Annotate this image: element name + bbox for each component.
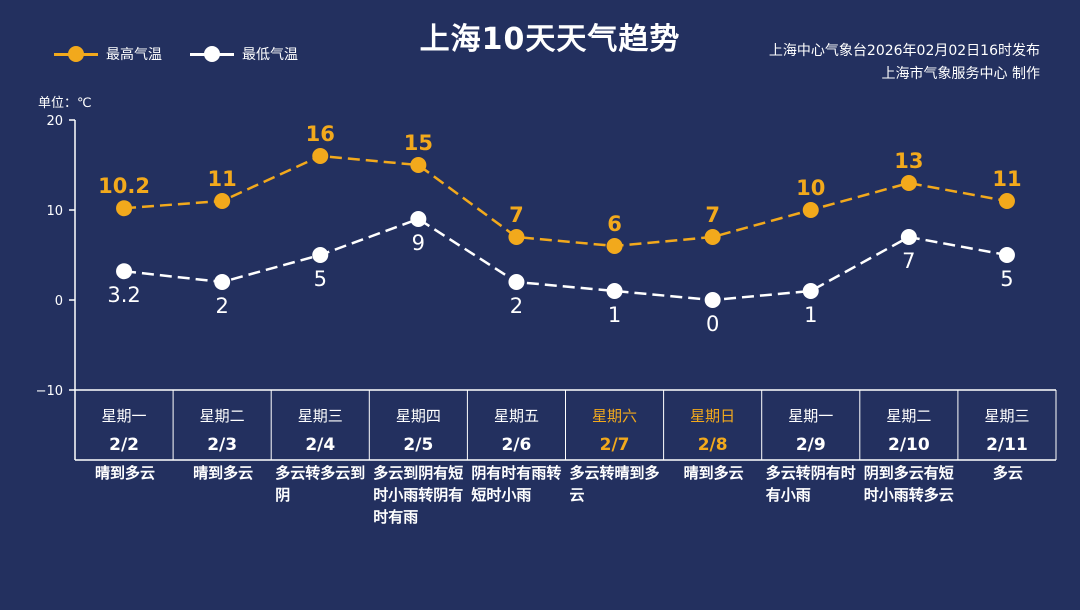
- date-label: 2/6: [502, 435, 532, 455]
- low-temp-point: [606, 283, 623, 299]
- weekday-label: 星期五: [494, 407, 539, 425]
- low-temp-point: [410, 211, 427, 227]
- weather-description: 多云转多云到阴: [275, 464, 366, 504]
- legend-high-marker: [54, 46, 98, 62]
- low-temp-label: 5: [1000, 267, 1013, 291]
- weather-description: 晴到多云: [193, 464, 254, 482]
- high-temp-point: [900, 175, 917, 191]
- weather-description: 多云转阴有时有小雨: [765, 464, 856, 504]
- high-temp-point: [802, 202, 819, 218]
- high-temp-point: [312, 148, 329, 164]
- low-temp-label: 1: [804, 303, 817, 327]
- legend-high-temp: 最高气温: [54, 44, 162, 64]
- high-temp-label: 7: [705, 203, 720, 227]
- high-temp-line: [123, 154, 1008, 248]
- high-temp-label: 10.2: [98, 174, 150, 198]
- low-temp-label: 9: [412, 231, 425, 255]
- weekday-label: 星期三: [298, 407, 343, 425]
- low-temp-label: 2: [510, 294, 523, 318]
- low-temp-label: 1: [608, 303, 621, 327]
- date-label: 2/10: [888, 435, 930, 455]
- weekday-label: 星期三: [984, 407, 1029, 425]
- weekday-label: 星期二: [886, 407, 931, 425]
- weather-description: 晴到多云: [683, 464, 744, 482]
- weather-description: 阴到多云有短时小雨转多云: [863, 464, 954, 504]
- unit-label: 单位：℃: [38, 96, 92, 111]
- y-tick-label: 20: [46, 114, 63, 129]
- low-temp-point: [802, 283, 819, 299]
- weekday-label: 星期一: [788, 407, 833, 425]
- low-temp-point: [704, 292, 721, 308]
- source-producer: 上海市气象服务中心 制作: [881, 66, 1040, 82]
- low-temp-point: [508, 274, 525, 290]
- high-temp-point: [508, 229, 525, 245]
- y-tick-label: 10: [46, 204, 63, 219]
- page-title: 上海10天天气趋势: [419, 22, 681, 57]
- high-temp-point: [704, 229, 721, 245]
- y-tick-label: −10: [36, 384, 63, 399]
- high-temp-point: [998, 193, 1015, 209]
- high-temp-label: 10: [796, 176, 825, 200]
- high-temp-point: [214, 193, 231, 209]
- date-label: 2/7: [600, 435, 630, 455]
- legend-high-label: 最高气温: [106, 47, 162, 63]
- high-temp-point: [410, 157, 427, 173]
- low-temp-point: [900, 229, 917, 245]
- high-temp-label: 16: [306, 122, 335, 146]
- weekday-label: 星期六: [592, 407, 637, 425]
- date-label: 2/5: [403, 435, 433, 455]
- low-temp-point: [116, 263, 133, 280]
- weather-description: 多云: [992, 464, 1023, 482]
- date-label: 2/3: [207, 435, 237, 455]
- date-label: 2/4: [305, 435, 335, 455]
- high-temp-label: 7: [509, 203, 524, 227]
- weather-description: 阴有时有雨转短时小雨: [471, 464, 562, 504]
- date-label: 2/11: [986, 435, 1028, 455]
- low-temp-label: 2: [215, 294, 228, 318]
- low-temp-label: 3.2: [107, 283, 140, 307]
- y-tick-label: 0: [55, 294, 63, 309]
- legend-low-marker: [190, 46, 234, 62]
- low-temp-point: [312, 247, 329, 263]
- high-temp-label: 6: [607, 212, 622, 236]
- legend-low-label: 最低气温: [242, 47, 298, 63]
- low-temp-label: 0: [706, 312, 719, 336]
- date-label: 2/9: [796, 435, 826, 455]
- weather-description: 多云转晴到多云: [569, 464, 660, 504]
- legend-low-temp: 最低气温: [190, 44, 298, 64]
- low-temp-point: [214, 274, 231, 290]
- weekday-label: 星期日: [690, 407, 735, 425]
- date-label: 2/8: [698, 435, 728, 455]
- high-temp-label: 11: [992, 167, 1021, 191]
- high-temp-label: 13: [894, 149, 923, 173]
- low-temp-point: [998, 247, 1015, 263]
- high-temp-label: 15: [404, 131, 433, 155]
- low-temp-line: [123, 217, 1008, 302]
- high-temp-point: [116, 200, 133, 217]
- low-temp-label: 5: [314, 267, 327, 291]
- date-label: 2/2: [109, 435, 139, 455]
- high-temp-point: [606, 238, 623, 254]
- high-temp-label: 11: [208, 167, 237, 191]
- weekday-label: 星期四: [396, 407, 441, 425]
- weather-description: 晴到多云: [95, 464, 156, 482]
- weekday-label: 星期二: [200, 407, 245, 425]
- source-issuer: 上海中心气象台2026年02月02日16时发布: [768, 43, 1040, 59]
- weather-description: 多云到阴有短时小雨转阴有时有雨: [373, 464, 464, 526]
- low-temp-label: 7: [902, 249, 915, 273]
- weekday-label: 星期一: [102, 407, 147, 425]
